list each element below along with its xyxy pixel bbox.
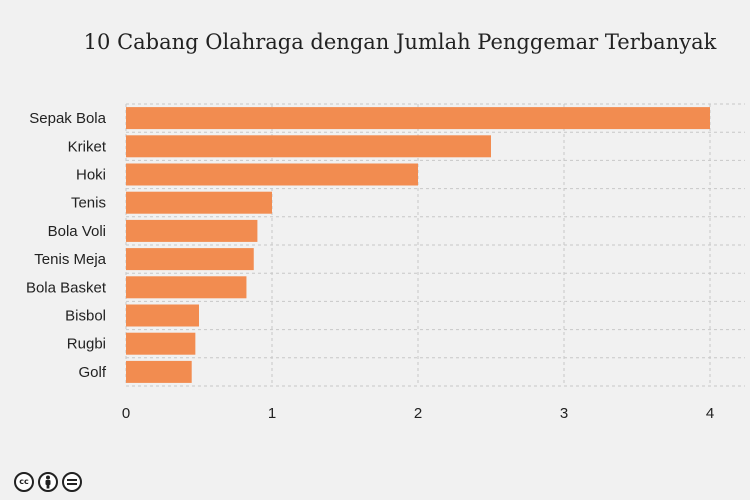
cc-icon: cc — [14, 472, 34, 492]
bar — [126, 276, 247, 299]
equals-icon — [67, 479, 77, 485]
x-tick-label: 0 — [122, 405, 130, 422]
category-label: Rugbi — [67, 336, 106, 353]
category-label: Hoki — [76, 167, 106, 184]
license-badges: cc — [14, 472, 82, 494]
bar — [126, 107, 710, 130]
bar — [126, 360, 192, 383]
nd-icon — [62, 472, 82, 492]
by-icon — [38, 472, 58, 492]
bar — [126, 163, 418, 186]
bar — [126, 219, 258, 242]
category-label: Kriket — [68, 138, 107, 155]
x-tick-label: 4 — [706, 405, 714, 422]
person-icon — [45, 475, 51, 489]
bar-layer — [126, 107, 710, 383]
x-tick-label: 3 — [560, 405, 568, 422]
x-tick-label: 1 — [268, 405, 276, 422]
category-label: Golf — [78, 364, 106, 381]
category-label: Tenis — [71, 195, 106, 212]
x-tick-label: 2 — [414, 405, 422, 422]
bar — [126, 304, 199, 327]
category-label: Tenis Meja — [34, 251, 106, 268]
category-label: Bola Voli — [48, 223, 106, 240]
category-label: Bisbol — [65, 308, 106, 325]
category-label: Bola Basket — [26, 279, 107, 296]
bar — [126, 332, 196, 355]
category-label: Sepak Bola — [29, 110, 106, 127]
chart-title: 10 Cabang Olahraga dengan Jumlah Penggem… — [83, 30, 717, 54]
x-axis-ticks: 0 1 2 3 4 — [122, 405, 714, 422]
bar — [126, 191, 272, 214]
category-labels: Sepak Bola Kriket Hoki Tenis Bola Voli Tenis … — [26, 110, 107, 381]
bar — [126, 248, 254, 271]
bar — [126, 135, 491, 158]
